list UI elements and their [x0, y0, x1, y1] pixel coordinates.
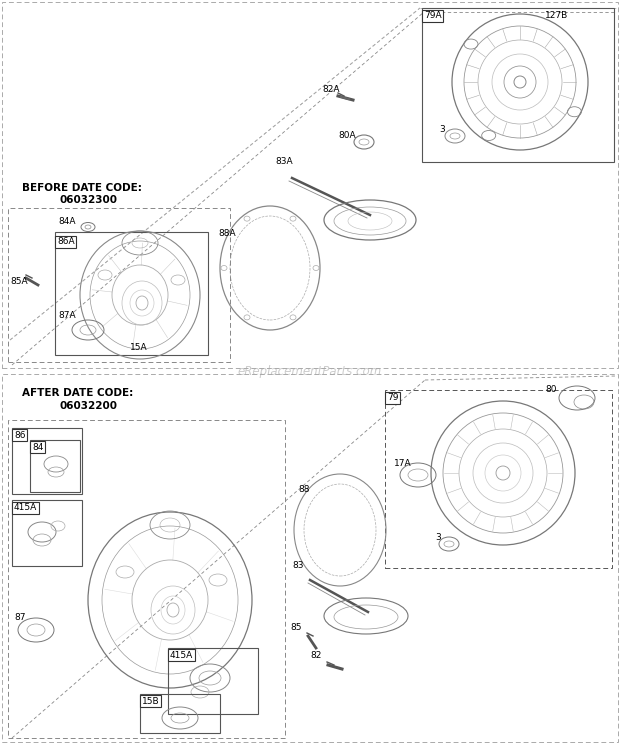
- Bar: [422, 8, 614, 162]
- Bar: [12, 500, 82, 566]
- Text: 88: 88: [298, 486, 309, 495]
- Text: 87A: 87A: [58, 310, 76, 319]
- Text: 84: 84: [32, 443, 43, 452]
- Text: 127B: 127B: [545, 11, 569, 21]
- Text: 87: 87: [14, 614, 25, 623]
- Text: 86A: 86A: [57, 237, 74, 246]
- Text: 06032200: 06032200: [60, 401, 118, 411]
- Text: 17A: 17A: [394, 458, 412, 467]
- Text: 79A: 79A: [424, 11, 441, 21]
- Text: 83: 83: [292, 560, 304, 569]
- Text: 86: 86: [14, 431, 25, 440]
- Text: 15A: 15A: [130, 344, 148, 353]
- Bar: [12, 428, 82, 494]
- Bar: [30, 440, 80, 492]
- Text: AFTER DATE CODE:: AFTER DATE CODE:: [22, 388, 133, 398]
- Text: 82: 82: [310, 650, 321, 659]
- Text: 15B: 15B: [142, 696, 159, 705]
- Text: 82A: 82A: [322, 86, 340, 94]
- Text: 85: 85: [290, 623, 301, 632]
- Text: 80: 80: [545, 385, 557, 394]
- Text: eReplacementParts.com: eReplacementParts.com: [238, 365, 382, 379]
- Text: 06032300: 06032300: [60, 195, 118, 205]
- Text: BEFORE DATE CODE:: BEFORE DATE CODE:: [22, 183, 142, 193]
- Text: 415A: 415A: [14, 504, 37, 513]
- Text: 88A: 88A: [218, 228, 236, 237]
- Text: 415A: 415A: [170, 650, 193, 659]
- Text: 79: 79: [387, 394, 399, 403]
- Bar: [8, 420, 285, 738]
- Bar: [2, 2, 618, 368]
- Text: 80A: 80A: [338, 130, 356, 139]
- Bar: [2, 374, 618, 742]
- Bar: [140, 694, 220, 733]
- Text: 3: 3: [439, 126, 445, 135]
- Bar: [385, 390, 612, 568]
- Bar: [55, 232, 208, 355]
- Text: 83A: 83A: [275, 158, 293, 167]
- Bar: [8, 208, 230, 362]
- Text: 85A: 85A: [10, 278, 28, 286]
- Text: 3: 3: [435, 533, 441, 542]
- Text: 84A: 84A: [58, 217, 76, 226]
- Bar: [168, 648, 258, 714]
